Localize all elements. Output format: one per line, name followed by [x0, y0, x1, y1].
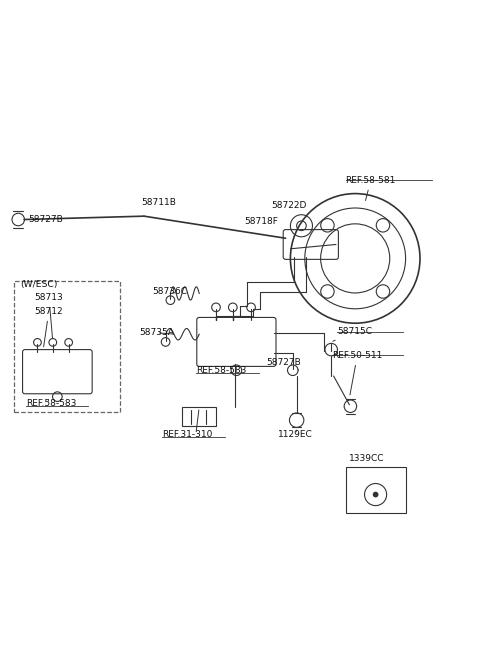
Bar	[182, 407, 216, 426]
Text: REF.58-583: REF.58-583	[196, 366, 246, 375]
Text: 1129EC: 1129EC	[278, 430, 313, 439]
Bar	[346, 467, 406, 513]
Text: 58712: 58712	[35, 307, 63, 347]
Text: REF.31-310: REF.31-310	[162, 430, 213, 439]
Text: 1339CC: 1339CC	[349, 454, 385, 463]
Text: 58735A: 58735A	[139, 328, 174, 337]
Text: 58727B: 58727B	[266, 358, 301, 370]
Text: REF.50-511: REF.50-511	[332, 351, 383, 395]
Circle shape	[372, 492, 378, 497]
Text: 58727B: 58727B	[24, 215, 62, 224]
Bar	[14, 281, 120, 412]
Text: 58718F: 58718F	[244, 217, 278, 226]
Text: REF.58-583: REF.58-583	[26, 400, 77, 408]
Text: (W/ESC): (W/ESC)	[20, 280, 58, 289]
Text: 58713: 58713	[35, 293, 63, 338]
Text: REF.58-581: REF.58-581	[346, 176, 396, 201]
Text: 58711B: 58711B	[142, 197, 177, 207]
Text: 58736C: 58736C	[153, 287, 188, 297]
Text: 58722D: 58722D	[271, 201, 307, 210]
Text: 58715C: 58715C	[333, 327, 372, 341]
